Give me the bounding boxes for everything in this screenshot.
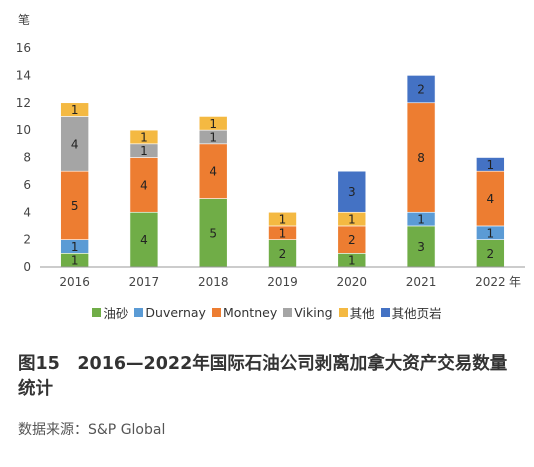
- legend-swatch: [283, 308, 293, 317]
- bar-value-label: 4: [209, 165, 217, 179]
- bar-value-label: 8: [417, 151, 425, 165]
- bar-value-label: 5: [209, 226, 217, 240]
- y-tick-label: 0: [23, 260, 31, 274]
- bar-value-label: 2: [348, 233, 356, 247]
- legend-item: Duvernay: [134, 305, 206, 320]
- x-tick-label: 2022: [475, 275, 506, 289]
- figure-caption: 图15 2016—2022年国际石油公司剥离加拿大资产交易数量统计: [18, 354, 508, 399]
- bar-value-label: 1: [140, 130, 148, 144]
- legend-item: 其他页岩: [380, 303, 442, 322]
- bar-value-label: 1: [140, 144, 148, 158]
- bar-value-label: 4: [487, 192, 495, 206]
- bar-value-label: 4: [140, 233, 148, 247]
- legend-label: Viking: [294, 305, 333, 320]
- bar-value-label: 1: [71, 103, 79, 117]
- legend-swatch: [134, 308, 144, 317]
- x-tick-label: 2016: [59, 275, 90, 289]
- bar-value-label: 1: [487, 226, 495, 240]
- bar-value-label: 3: [417, 240, 425, 254]
- bar-value-label: 1: [209, 130, 217, 144]
- bar-value-label: 1: [279, 213, 287, 227]
- bar-segment: [60, 116, 89, 172]
- bar-value-label: 4: [71, 137, 79, 151]
- bar-segment: [268, 211, 297, 227]
- legend-label: Duvernay: [145, 305, 206, 320]
- bar-segment: [406, 75, 436, 104]
- x-tick-label: 2020: [337, 275, 368, 289]
- bar-value-label: 5: [71, 199, 79, 213]
- bar-value-label: 1: [209, 117, 217, 131]
- bar-value-label: 1: [348, 213, 356, 227]
- bar-segment: [129, 129, 159, 145]
- x-tick-label: 2021: [406, 275, 437, 289]
- legend-label: 油砂: [103, 306, 129, 321]
- y-tick-label: 12: [16, 96, 31, 110]
- bar-value-label: 1: [71, 240, 79, 254]
- bar-segment: [406, 102, 436, 213]
- x-tick-label: 2019: [267, 275, 298, 289]
- legend-label: Montney: [222, 305, 278, 320]
- bar-value-label: 2: [417, 83, 425, 97]
- bar-value-label: 1: [71, 254, 79, 268]
- legend-swatch: [338, 308, 348, 317]
- legend-swatch: [92, 308, 102, 317]
- y-tick-label: 16: [16, 41, 31, 55]
- legend-item: 其他: [338, 303, 375, 322]
- bar-segment: [198, 116, 228, 131]
- legend-item: 油砂: [92, 303, 128, 322]
- bar-value-label: 3: [348, 185, 356, 199]
- y-tick-label: 2: [23, 233, 31, 247]
- bar-value-label: 1: [279, 226, 287, 240]
- bar-segment: [129, 157, 159, 213]
- y-axis-ticks: 0 2 4 6 8 10 12 14 16: [16, 41, 31, 274]
- bar-segment: [198, 143, 228, 199]
- y-tick-label: 10: [16, 123, 31, 137]
- legend-swatch: [380, 308, 390, 317]
- y-tick-label: 14: [16, 68, 31, 82]
- legend-item: Viking: [283, 305, 333, 320]
- bar-value-label: 4: [140, 178, 148, 192]
- x-tick-label: 2017: [129, 275, 160, 289]
- bar-segment: [476, 157, 505, 172]
- bar-segment: [268, 239, 297, 268]
- legend: 油砂 Duvernay Montney Viking 其他 其他页岩: [0, 303, 534, 322]
- y-tick-label: 6: [23, 178, 31, 192]
- bar-value-label: 2: [279, 247, 287, 261]
- y-tick-label: 4: [23, 205, 31, 219]
- legend-label: 其他页岩: [391, 306, 442, 321]
- data-source: 数据来源：S&P Global: [18, 422, 166, 438]
- bar-value-label: 1: [487, 158, 495, 172]
- y-tick-label: 8: [23, 151, 31, 165]
- bar-segment: [60, 102, 89, 117]
- x-axis-unit-label: 年: [509, 275, 521, 289]
- bar-value-label: 1: [417, 213, 425, 227]
- x-tick-label: 2018: [198, 275, 229, 289]
- bar-value-label: 1: [348, 254, 356, 268]
- bar-segment: [60, 170, 89, 240]
- bar-segment: [406, 225, 436, 268]
- legend-item: Montney: [211, 305, 278, 320]
- y-axis-unit-label: 笔: [18, 12, 30, 27]
- legend-label: 其他: [349, 306, 375, 321]
- x-axis-ticks: 2016 2017 2018 2019 2020 2021 2022: [59, 275, 505, 289]
- bar-value-label: 2: [487, 247, 495, 261]
- legend-swatch: [211, 308, 221, 317]
- bar-segment: [476, 170, 505, 227]
- bar-segment: [337, 170, 367, 213]
